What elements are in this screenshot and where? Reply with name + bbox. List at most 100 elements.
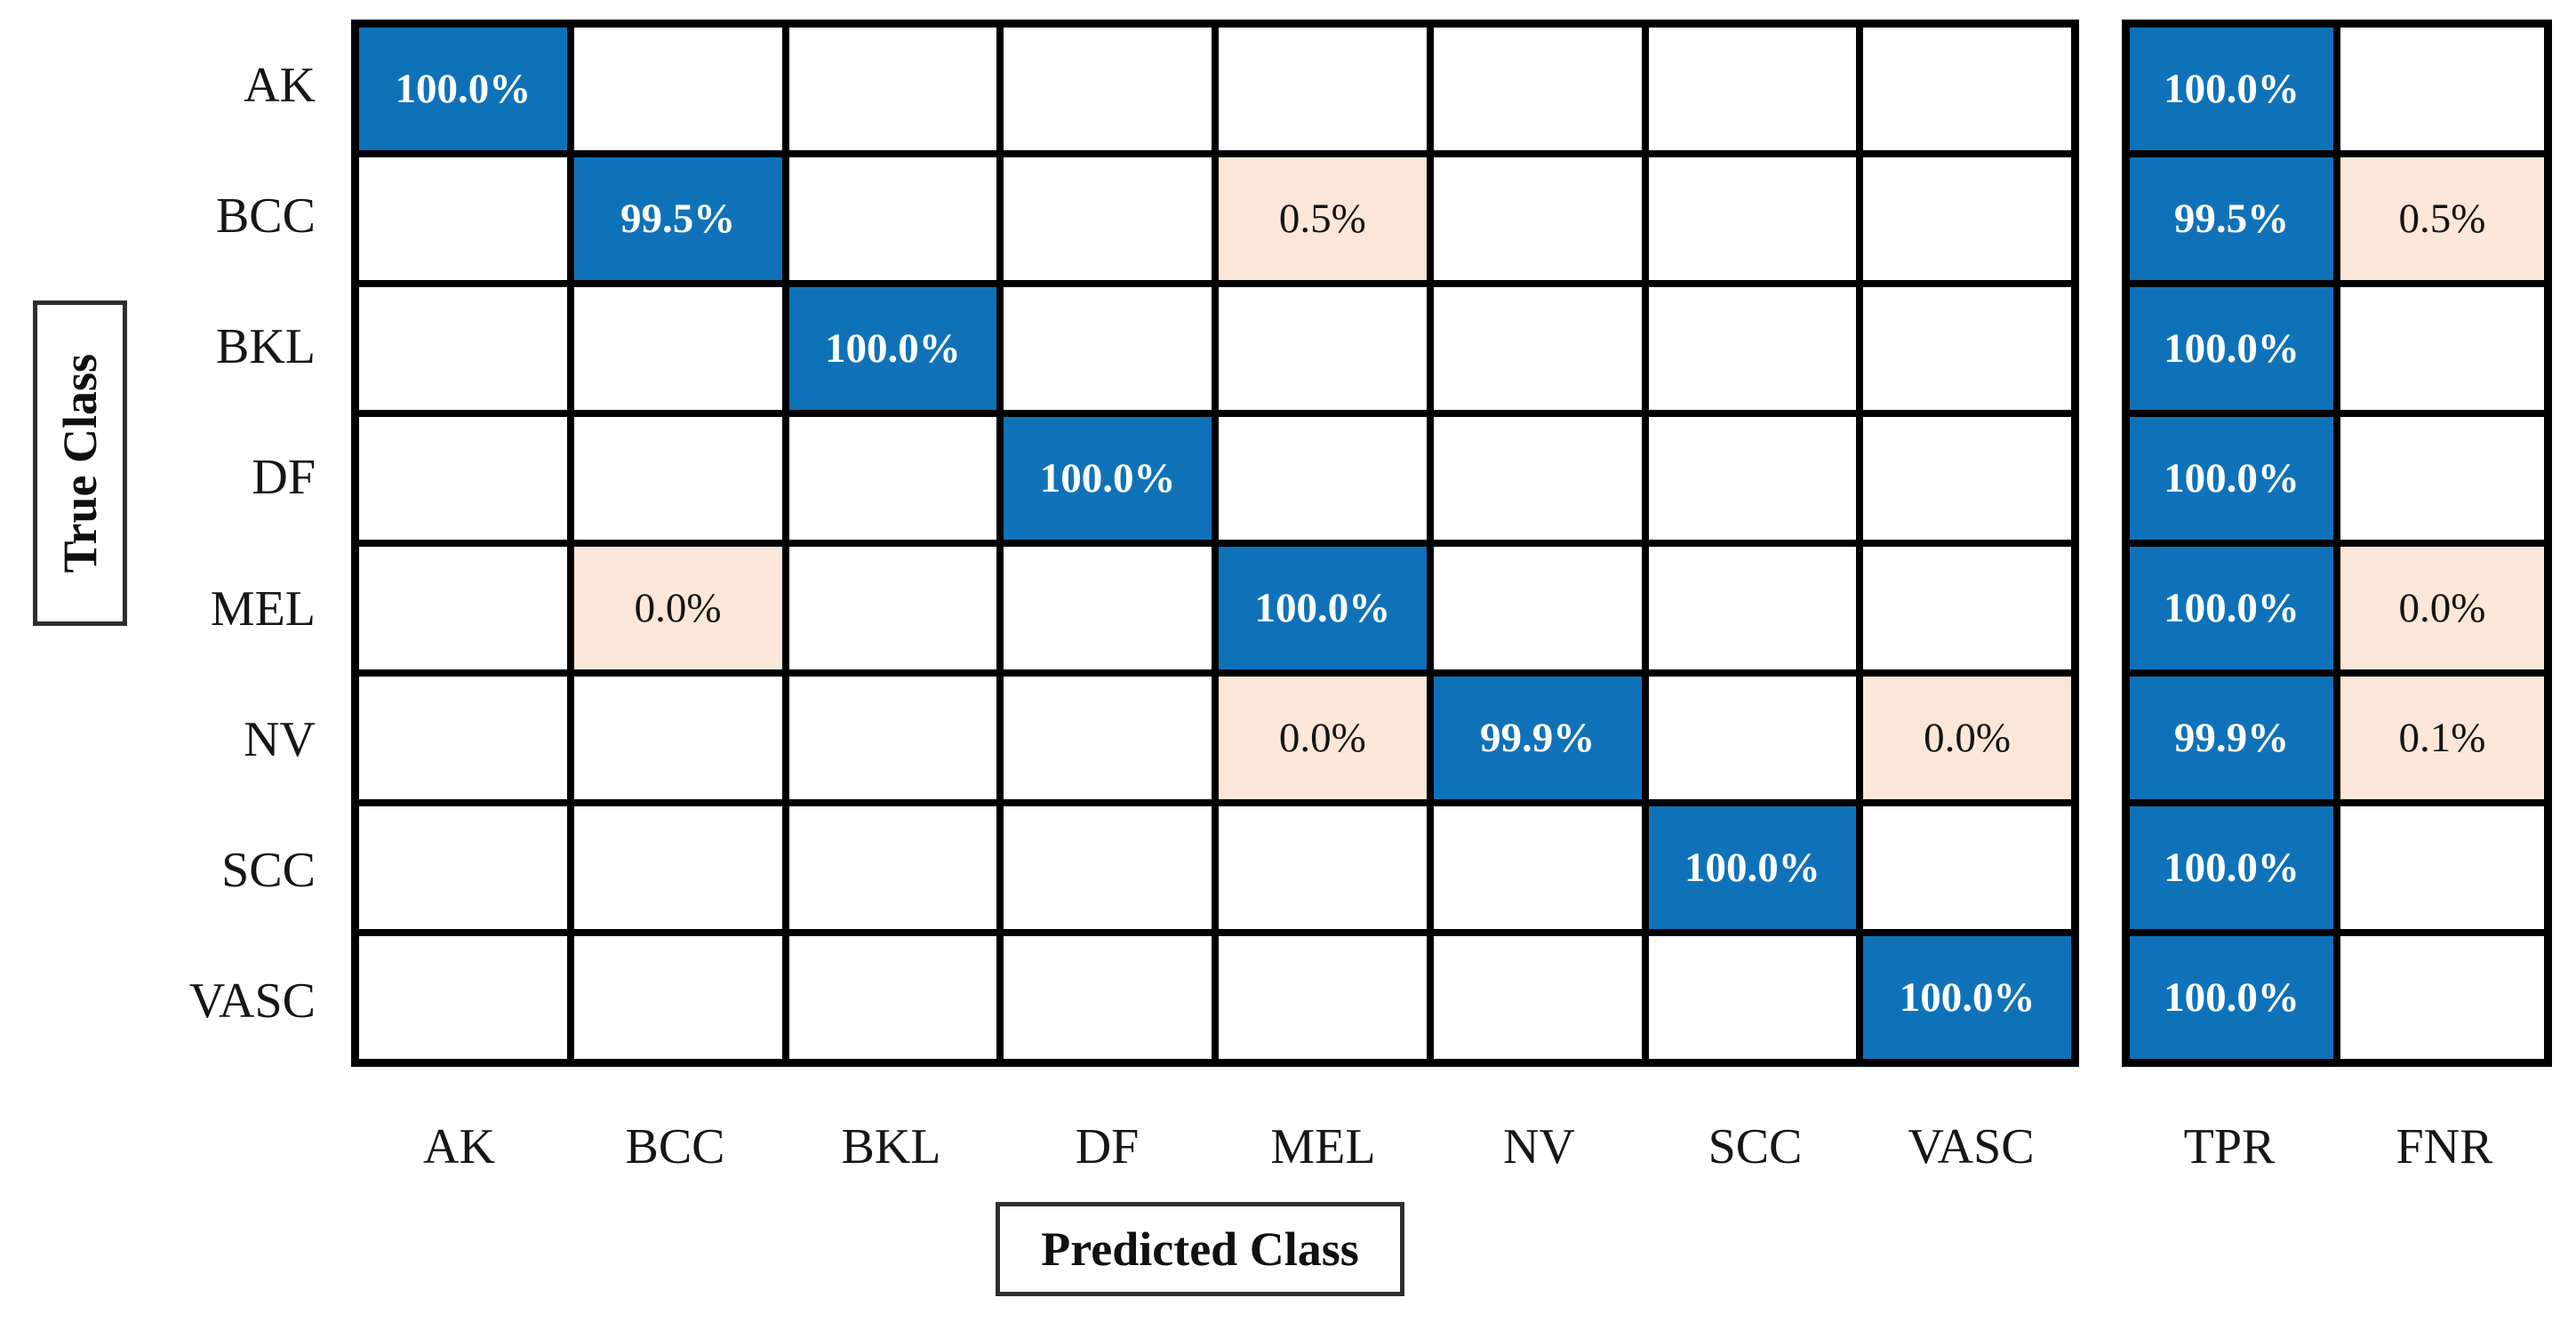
cell-AK-SCC (1648, 28, 1857, 150)
cell-MEL-VASC (1863, 547, 2071, 669)
cell-AK-TPR: 100.0% (2130, 28, 2333, 150)
true-class-tick-labels: AK BCC BKL DF MEL NV SCC VASC (53, 20, 316, 1067)
cell-BCC-BKL (788, 157, 997, 280)
cell-NV-TPR: 99.9% (2130, 677, 2333, 799)
cell-SCC-NV (1433, 806, 1642, 929)
cell-BCC-BCC-value: 99.5% (620, 196, 736, 242)
summary-column-labels: TPR FNR (2122, 1102, 2552, 1191)
row-label-VASC: VASC (188, 973, 316, 1030)
y-axis-title-box: True Class (33, 300, 127, 626)
cell-DF-BKL (788, 417, 997, 540)
predicted-class-tick-labels: AK BCC BKL DF MEL NV SCC VASC (351, 1102, 2079, 1191)
cell-BCC-SCC (1648, 157, 1857, 280)
cell-VASC-DF (1004, 936, 1212, 1059)
cell-NV-FNR: 0.1% (2340, 677, 2544, 799)
cell-SCC-MEL (1219, 806, 1427, 929)
cell-BCC-MEL-value: 0.5% (1278, 196, 1366, 242)
cell-NV-VASC-value: 0.0% (1924, 715, 2012, 761)
col-label-DF: DF (1075, 1119, 1140, 1174)
cell-MEL-MEL-value: 100.0% (1254, 585, 1391, 631)
row-label-NV: NV (244, 711, 316, 767)
cell-AK-AK-value: 100.0% (395, 66, 532, 112)
row-label-DF: DF (252, 450, 316, 506)
cell-MEL-AK (359, 547, 567, 669)
cell-SCC-AK (359, 806, 567, 929)
cell-BKL-BKL: 100.0% (788, 287, 997, 410)
row-label-BKL: BKL (216, 319, 316, 375)
confusion-matrix-grid: 100.0% 99.5% 0.5% 100.0% 100.0% 0.0% 100.0% 0.0… (351, 20, 2079, 1067)
cell-VASC-MEL (1219, 936, 1427, 1059)
cell-AK-AK: 100.0% (359, 28, 567, 150)
row-label-SCC: SCC (221, 843, 316, 899)
cell-BCC-VASC (1863, 157, 2071, 280)
cell-AK-FNR (2340, 28, 2544, 150)
cell-MEL-MEL: 100.0% (1219, 547, 1427, 669)
col-label-FNR: FNR (2396, 1119, 2493, 1174)
cell-BKL-SCC (1648, 287, 1857, 410)
cell-SCC-TPR: 100.0% (2130, 806, 2333, 929)
cell-VASC-TPR-value: 100.0% (2164, 974, 2300, 1021)
cell-BKL-BCC (573, 287, 782, 410)
tpr-fnr-grid: 100.0% 99.5% 0.5% 100.0% 100.0% 100.0% 0.0% 99.… (2122, 20, 2552, 1067)
cell-SCC-SCC: 100.0% (1648, 806, 1857, 929)
x-axis-title-box: Predicted Class (996, 1202, 1404, 1296)
cell-VASC-VASC-value: 100.0% (1899, 974, 2036, 1021)
cell-AK-TPR-value: 100.0% (2164, 66, 2300, 112)
cell-BCC-FNR-value: 0.5% (2398, 196, 2486, 242)
cell-SCC-SCC-value: 100.0% (1684, 845, 1820, 891)
cell-NV-MEL-value: 0.0% (1278, 715, 1366, 761)
cell-AK-BCC (573, 28, 782, 150)
cell-BKL-DF (1004, 287, 1212, 410)
cell-DF-FNR (2340, 417, 2544, 540)
col-label-MEL: MEL (1270, 1119, 1376, 1174)
cell-DF-TPR: 100.0% (2130, 417, 2333, 540)
cell-BKL-TPR: 100.0% (2130, 287, 2333, 410)
row-label-AK: AK (244, 57, 316, 113)
cell-AK-DF (1004, 28, 1212, 150)
cell-MEL-BKL (788, 547, 997, 669)
cell-DF-AK (359, 417, 567, 540)
cell-NV-NV-value: 99.9% (1480, 715, 1596, 761)
cell-NV-MEL: 0.0% (1219, 677, 1427, 799)
cell-BCC-BCC: 99.5% (573, 157, 782, 280)
cell-BCC-AK (359, 157, 567, 280)
cell-BKL-VASC (1863, 287, 2071, 410)
cell-NV-AK (359, 677, 567, 799)
col-label-NV: NV (1503, 1119, 1575, 1174)
cell-DF-TPR-value: 100.0% (2164, 455, 2300, 501)
cell-SCC-BKL (788, 806, 997, 929)
cell-SCC-VASC (1863, 806, 2071, 929)
cell-SCC-DF (1004, 806, 1212, 929)
cell-DF-NV (1433, 417, 1642, 540)
cell-DF-MEL (1219, 417, 1427, 540)
row-label-MEL: MEL (210, 581, 316, 637)
cell-AK-MEL (1219, 28, 1427, 150)
cell-NV-SCC (1648, 677, 1857, 799)
row-label-BCC: BCC (215, 188, 316, 244)
cell-DF-DF-value: 100.0% (1039, 455, 1176, 501)
cell-BCC-DF (1004, 157, 1212, 280)
cell-AK-BKL (788, 28, 997, 150)
cell-VASC-FNR (2340, 936, 2544, 1059)
cell-BKL-BKL-value: 100.0% (825, 325, 961, 372)
cell-MEL-TPR: 100.0% (2130, 547, 2333, 669)
cell-VASC-SCC (1648, 936, 1857, 1059)
col-label-TPR: TPR (2183, 1119, 2276, 1174)
cell-VASC-BKL (788, 936, 997, 1059)
cell-NV-TPR-value: 99.9% (2173, 715, 2290, 761)
cell-MEL-TPR-value: 100.0% (2164, 585, 2300, 631)
cell-BCC-TPR: 99.5% (2130, 157, 2333, 280)
cell-MEL-FNR: 0.0% (2340, 547, 2544, 669)
x-axis-title: Predicted Class (1041, 1222, 1359, 1276)
cell-MEL-FNR-value: 0.0% (2398, 585, 2486, 631)
cell-MEL-NV (1433, 547, 1642, 669)
cell-VASC-TPR: 100.0% (2130, 936, 2333, 1059)
cell-MEL-BCC-value: 0.0% (634, 585, 722, 631)
cell-VASC-AK (359, 936, 567, 1059)
cell-BCC-FNR: 0.5% (2340, 157, 2544, 280)
cell-BKL-AK (359, 287, 567, 410)
cell-BKL-TPR-value: 100.0% (2164, 325, 2300, 372)
cell-MEL-DF (1004, 547, 1212, 669)
cell-DF-BCC (573, 417, 782, 540)
